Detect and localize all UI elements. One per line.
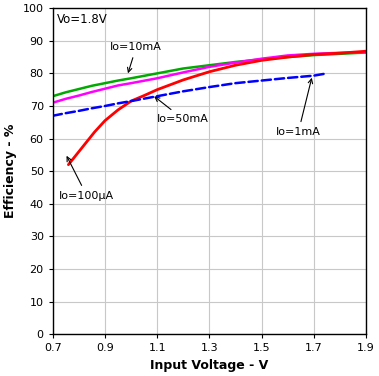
Text: Io=10mA: Io=10mA [110, 42, 162, 72]
Y-axis label: Efficiency - %: Efficiency - % [4, 124, 17, 218]
Text: Io=1mA: Io=1mA [276, 79, 321, 137]
Text: Io=50mA: Io=50mA [155, 97, 209, 124]
Text: Io=100μA: Io=100μA [59, 157, 114, 201]
Text: Vo=1.8V: Vo=1.8V [57, 13, 107, 26]
X-axis label: Input Voltage - V: Input Voltage - V [150, 359, 268, 372]
